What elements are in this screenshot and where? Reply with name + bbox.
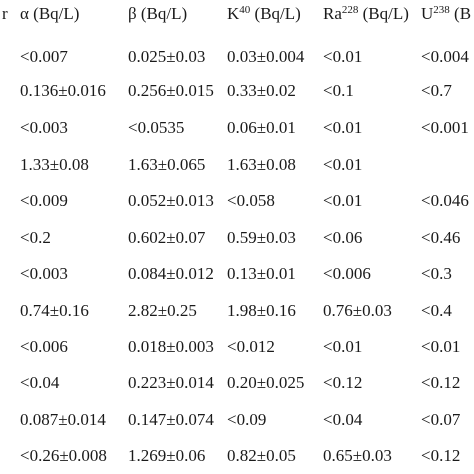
- table-cell: 1.98±0.16: [227, 301, 296, 320]
- table-cell: <0.012: [227, 337, 275, 356]
- header-cell: Ra228 (Bq/L): [323, 4, 409, 24]
- table-cell: <0.26±0.008: [20, 446, 107, 465]
- header-cell: α (Bq/L): [20, 4, 79, 24]
- header-cell: β (Bq/L): [128, 4, 187, 24]
- table-cell: <0.01: [323, 337, 363, 356]
- table-cell: <0.01: [323, 47, 363, 66]
- table-cell: 0.65±0.03: [323, 446, 392, 465]
- header-superscript: 228: [341, 4, 359, 16]
- table-cell: 0.13±0.01: [227, 264, 296, 283]
- table-cell: 1.269±0.06: [128, 446, 206, 465]
- table-cell: <0.2: [20, 228, 51, 247]
- table-cell: <0.01: [323, 118, 363, 137]
- table-cell: 0.084±0.012: [128, 264, 214, 283]
- table-cell: <0.003: [20, 118, 68, 137]
- table-cell: <0.003: [20, 264, 68, 283]
- table-cell: <0.009: [20, 191, 68, 210]
- table-cell: 0.223±0.014: [128, 373, 214, 392]
- table-cell: 0.052±0.013: [128, 191, 214, 210]
- header-unit: (Bq/L): [358, 4, 409, 23]
- table-cell: 0.147±0.074: [128, 410, 214, 429]
- table-cell: 0.136±0.016: [20, 81, 106, 100]
- table-cell: <0.12: [323, 373, 363, 392]
- table-cell: <0.006: [323, 264, 371, 283]
- header-text: Ra: [323, 4, 342, 23]
- table-cell: <0.006: [20, 337, 68, 356]
- table-cell: 0.602±0.07: [128, 228, 206, 247]
- table-cell: <0.007: [20, 47, 68, 66]
- header-text: K: [227, 4, 240, 23]
- table-cell: 1.63±0.065: [128, 155, 206, 174]
- table-cell: 0.087±0.014: [20, 410, 106, 429]
- table-cell: 0.74±0.16: [20, 301, 89, 320]
- table-cell: 0.33±0.02: [227, 81, 296, 100]
- table-cell: 0.025±0.03: [128, 47, 206, 66]
- table-cell: <0.3: [421, 264, 452, 283]
- header-text: β (Bq/L): [128, 4, 188, 23]
- table-cell: <0.04: [323, 410, 363, 429]
- header-superscript: 40: [239, 4, 251, 16]
- header-text: r: [2, 4, 8, 23]
- table-cell: <0.06: [323, 228, 363, 247]
- table-cell: 1.33±0.08: [20, 155, 89, 174]
- table-cell: <0.12: [421, 446, 461, 465]
- header-cell: U238 (B: [421, 4, 471, 24]
- header-text: U: [421, 4, 434, 23]
- table-cell: <0.7: [421, 81, 452, 100]
- table-cell: <0.01: [323, 191, 363, 210]
- table-cell: <0.04: [20, 373, 60, 392]
- table-cell: <0.07: [421, 410, 461, 429]
- table-cell: 2.82±0.25: [128, 301, 197, 320]
- header-text: α (Bq/L): [20, 4, 80, 23]
- table-cell: 0.20±0.025: [227, 373, 305, 392]
- header-superscript: 238: [433, 4, 450, 16]
- table-cell: <0.46: [421, 228, 461, 247]
- header-unit: (Bq/L): [250, 4, 301, 23]
- table-cell: 0.018±0.003: [128, 337, 214, 356]
- table-cell: <0.001: [421, 118, 469, 137]
- table-cell: 0.76±0.03: [323, 301, 392, 320]
- table-cell: <0.058: [227, 191, 275, 210]
- table-cell: <0.12: [421, 373, 461, 392]
- table-cell: <0.01: [421, 337, 461, 356]
- table-cell: <0.1: [323, 81, 354, 100]
- table-cell: <0.4: [421, 301, 452, 320]
- table-cell: <0.0535: [128, 118, 185, 137]
- header-cell: r: [2, 4, 8, 24]
- header-cell: K40 (Bq/L): [227, 4, 301, 24]
- table-cell: <0.01: [323, 155, 363, 174]
- table-cell: 1.63±0.08: [227, 155, 296, 174]
- table-cell: 0.59±0.03: [227, 228, 296, 247]
- table-cell: 0.82±0.05: [227, 446, 296, 465]
- table-cell: 0.03±0.004: [227, 47, 305, 66]
- table-cell: <0.004: [421, 47, 469, 66]
- table-cell: <0.046: [421, 191, 469, 210]
- header-unit: (B: [449, 4, 472, 23]
- table-cell: 0.06±0.01: [227, 118, 296, 137]
- table-cell: 0.256±0.015: [128, 81, 214, 100]
- table-cell: <0.09: [227, 410, 267, 429]
